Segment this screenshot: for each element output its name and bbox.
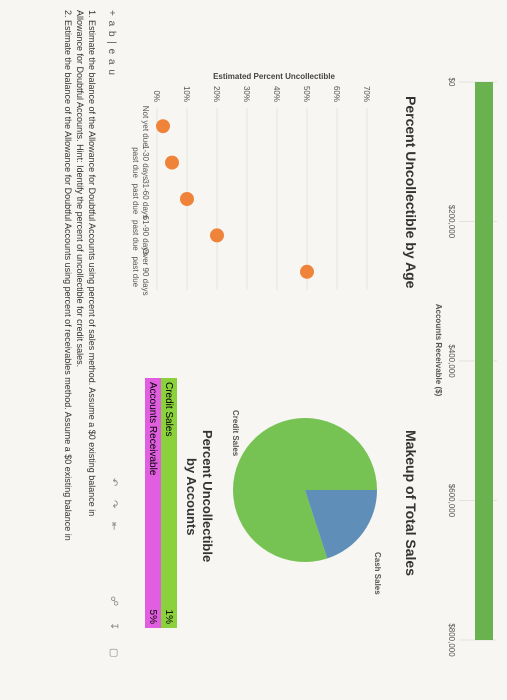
age-point: [180, 192, 194, 206]
download-icon[interactable]: ↧: [108, 622, 119, 631]
age-y-tick-label: 40%: [272, 86, 281, 102]
share-icon[interactable]: ☍: [108, 596, 119, 607]
legend-title-line1: Percent Uncollectible: [200, 430, 215, 563]
bar-chart-svg: $0 $200,000 $400,000 $600,000 $800,000: [447, 78, 497, 657]
age-point: [300, 264, 314, 279]
age-y-tick-label: 30%: [242, 86, 251, 102]
age-x-tick-label: past due: [131, 220, 140, 251]
question-2-line-1: 2. Estimate the balance of the Allowance…: [63, 10, 73, 541]
bar-x-tick-label: $800,000: [447, 623, 456, 657]
bar-x-tick-label: $0: [447, 78, 456, 87]
question-1-line-2: Allowance for Doubtful Accounts. Hint: I…: [75, 10, 85, 368]
age-x-tick-label: 1-30 days: [141, 145, 150, 180]
pie-chart-title: Makeup of Total Sales: [403, 430, 419, 576]
tableau-logo: + a b | e a u: [106, 10, 117, 76]
bar-x-tick-label: $400,000: [447, 344, 456, 378]
legend-value: 5%: [147, 609, 159, 624]
fullscreen-icon[interactable]: ▢: [108, 648, 119, 658]
age-x-tick-label: past due: [131, 256, 140, 287]
age-y-tick-label: 0%: [152, 90, 161, 102]
age-x-tick-label: past due: [131, 147, 140, 178]
age-y-tick-label: 60%: [332, 86, 341, 102]
age-point: [210, 228, 224, 243]
age-point: [156, 119, 170, 134]
legend-value: 1%: [163, 609, 175, 624]
age-y-tick-label: 10%: [182, 86, 191, 102]
bar-x-tick-label: $600,000: [447, 484, 456, 518]
legend-label: Credit Sales: [163, 382, 175, 437]
age-x-tick-label: Over 90 days: [141, 248, 150, 296]
age-y-tick-label: 50%: [302, 86, 311, 102]
age-x-tick-label: 61-90 days: [141, 216, 150, 256]
revert-icon[interactable]: ⇤: [108, 522, 119, 531]
bar-x-tick-label: $200,000: [447, 205, 456, 239]
legend-row-credit-sales: Credit Sales 1%: [161, 378, 177, 628]
legend-title-line2: by Accounts: [184, 458, 199, 536]
undo-icon[interactable]: ↶: [108, 478, 119, 487]
x-axis-label: Accounts Receivable ($): [434, 303, 443, 397]
age-x-tick-label: past due: [131, 184, 140, 215]
bar: [475, 82, 493, 640]
pie-label-cash-sales: Cash Sales: [373, 552, 382, 595]
legend-label: Accounts Receivable: [147, 382, 159, 476]
age-y-tick-label: 20%: [212, 86, 221, 102]
legend-row-accounts-receivable: Accounts Receivable 5%: [145, 378, 161, 628]
age-y-tick-label: 70%: [362, 86, 371, 102]
pie-label-credit-sales: Credit Sales: [231, 410, 240, 457]
redo-icon[interactable]: ↷: [108, 500, 119, 509]
age-point: [165, 155, 179, 170]
question-1-line-1: 1. Estimate the balance of the Allowance…: [87, 10, 97, 517]
pie-slice: [233, 418, 377, 562]
bar-chart: $0 $200,000 $400,000 $600,000 $800,000 Accou…: [427, 0, 507, 700]
age-x-tick-label: Not yet due: [141, 106, 150, 147]
pie-chart-svg: Credit Sales Cash Sales: [231, 410, 382, 595]
age-x-tick-label: 31-60 days: [141, 179, 150, 219]
pie-slice: [305, 490, 377, 559]
